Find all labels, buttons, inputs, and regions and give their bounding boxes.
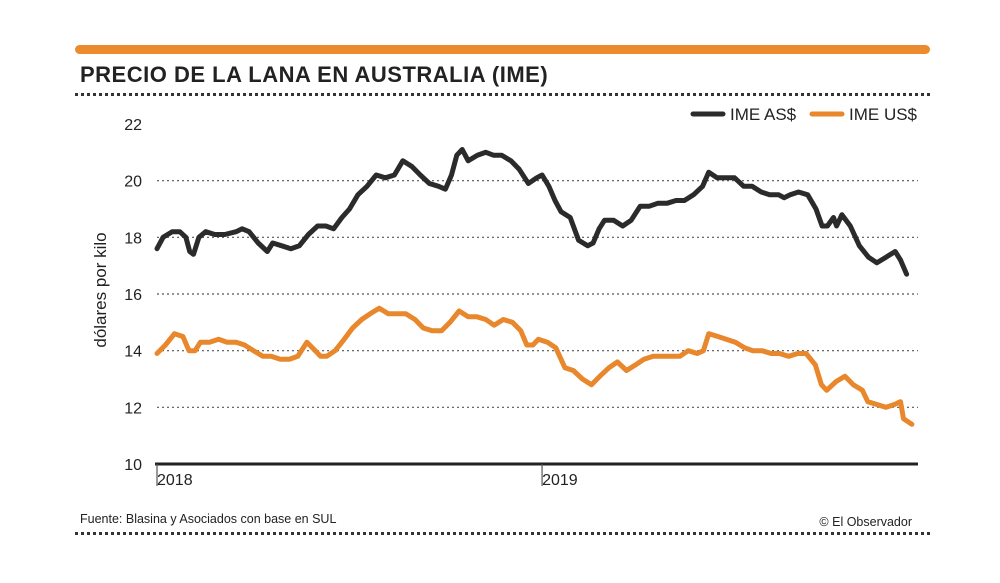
legend-label-as: IME AS$ xyxy=(730,105,797,124)
series-lines xyxy=(154,147,915,427)
y-tick-18: 18 xyxy=(124,230,142,247)
y-tick-16: 16 xyxy=(124,287,142,304)
y-axis-label: dólares por kilo xyxy=(91,232,110,347)
legend-label-us: IME US$ xyxy=(849,105,918,124)
footer-divider xyxy=(75,532,930,535)
y-tick-labels: 10 12 14 16 18 20 22 xyxy=(124,117,142,474)
title-divider xyxy=(75,93,930,96)
y-tick-10: 10 xyxy=(124,457,142,474)
y-tick-22: 22 xyxy=(124,117,142,134)
y-tick-12: 12 xyxy=(124,400,142,417)
accent-bar xyxy=(75,45,930,54)
y-tick-20: 20 xyxy=(124,174,142,191)
legend: IME AS$ IME US$ xyxy=(690,105,918,124)
y-tick-14: 14 xyxy=(124,344,142,361)
series-line-ime-as xyxy=(154,147,910,277)
chart-title: PRECIO DE LA LANA EN AUSTRALIA (IME) xyxy=(80,62,549,87)
series-line-ime-us xyxy=(154,305,915,427)
credit-note: © El Observador xyxy=(819,515,912,529)
source-note: Fuente: Blasina y Asociados con base en … xyxy=(80,512,337,526)
x-tick-2018: 2018 xyxy=(157,472,193,489)
x-tick-labels: 2018 2019 xyxy=(156,464,578,489)
grid-lines xyxy=(155,180,918,466)
x-tick-2019: 2019 xyxy=(542,472,578,489)
